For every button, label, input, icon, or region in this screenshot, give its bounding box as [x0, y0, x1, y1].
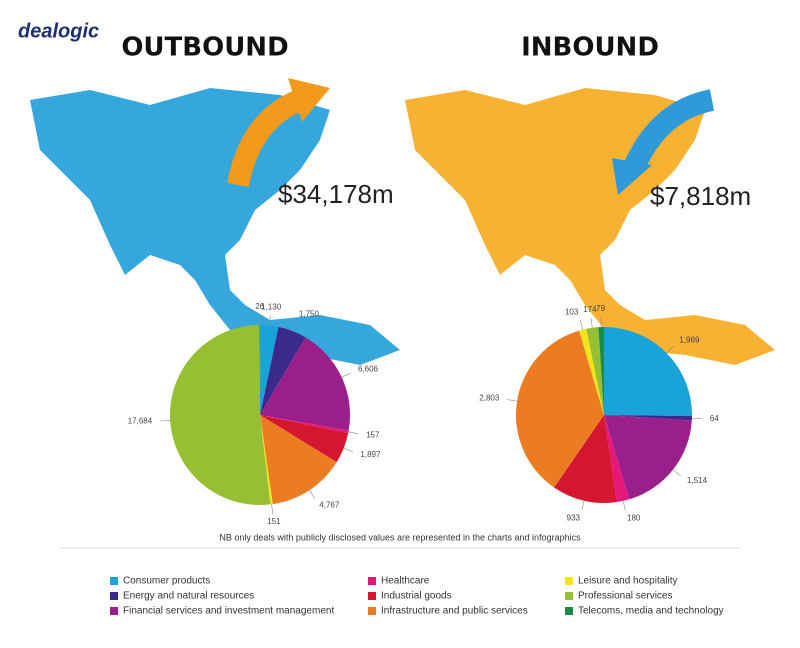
legend-swatch — [565, 577, 573, 585]
value-label: 2,803 — [479, 393, 500, 402]
value-label: 26 — [255, 302, 264, 311]
value-label: 157 — [366, 430, 380, 439]
legend-label: Telecoms, media and technology — [578, 606, 724, 617]
legend-label: Energy and natural resources — [123, 591, 254, 602]
value-label: 103 — [565, 307, 579, 316]
pie-slice — [604, 327, 692, 417]
pie-slice — [260, 326, 306, 415]
pie-slice — [586, 327, 604, 415]
pie-slice — [260, 415, 273, 505]
pie-slice — [260, 415, 337, 505]
legend-label: Financial services and investment manage… — [123, 606, 334, 617]
leader-line — [309, 490, 316, 499]
legend-label: Professional services — [578, 591, 672, 602]
leader-line — [269, 315, 271, 326]
outbound-arrow — [227, 78, 330, 188]
leader-line — [622, 500, 626, 511]
pie-slice — [516, 330, 604, 488]
legend-swatch — [368, 577, 376, 585]
legend-swatch — [110, 607, 118, 615]
legend-label: Leisure and hospitality — [578, 576, 678, 587]
pie-slice — [604, 415, 692, 421]
legend-swatch — [368, 592, 376, 600]
legend-label: Healthcare — [381, 576, 430, 587]
pie-slice — [260, 325, 279, 415]
value-label: 1,969 — [679, 336, 700, 345]
leader-line — [579, 319, 583, 330]
legend-swatch — [368, 607, 376, 615]
value-label: 64 — [710, 414, 719, 423]
total-value: $7,818m — [650, 181, 751, 211]
leader-line — [292, 321, 297, 332]
inbound-map — [405, 88, 775, 365]
leader-line — [348, 431, 359, 434]
total-value: $34,178m — [278, 179, 394, 209]
legend-label: Consumer products — [123, 576, 210, 587]
leader-line — [341, 372, 351, 378]
leader-line — [343, 447, 354, 453]
leader-line — [507, 399, 518, 402]
leader-line — [672, 469, 681, 477]
value-label: 180 — [627, 514, 641, 523]
brand: dealogic — [18, 20, 99, 42]
chart-title: OUTBOUND — [121, 33, 288, 63]
value-label: 6,606 — [358, 365, 379, 374]
pie-slice — [260, 415, 349, 463]
value-label: 1,514 — [687, 476, 708, 485]
value-label: 17,684 — [128, 417, 153, 426]
leader-line — [160, 420, 171, 422]
value-label: 933 — [567, 513, 581, 522]
legend-swatch — [110, 577, 118, 585]
pie-slice — [169, 325, 271, 505]
pie-slice — [554, 415, 617, 503]
inbound-arrow — [612, 89, 715, 195]
leader-line — [666, 345, 674, 354]
note: NB only deals with publicly disclosed va… — [219, 532, 581, 542]
legend-label: Infrastructure and public services — [381, 606, 528, 617]
legend-swatch — [565, 607, 573, 615]
legend-label: Industrial goods — [381, 591, 452, 602]
value-label: 1,750 — [299, 309, 320, 318]
pie-slice — [604, 415, 630, 503]
pie-slice — [598, 327, 604, 415]
pie-slice — [260, 337, 350, 431]
legend-swatch — [565, 592, 573, 600]
leader-line — [581, 500, 585, 511]
value-label: 151 — [267, 517, 281, 526]
leader-line — [271, 504, 274, 515]
value-label: 1,897 — [360, 450, 381, 459]
chart-title: INBOUND — [521, 33, 659, 63]
legend-swatch — [110, 592, 118, 600]
outbound-map — [30, 88, 400, 365]
pie-slice — [604, 415, 692, 500]
value-label: 4,767 — [319, 500, 340, 509]
value-label: 79 — [596, 304, 605, 313]
leader-line — [590, 317, 593, 328]
pie-slice — [260, 415, 349, 434]
value-label: 174 — [583, 305, 597, 314]
value-label: 1,130 — [261, 303, 282, 312]
pie-slice — [579, 328, 604, 415]
